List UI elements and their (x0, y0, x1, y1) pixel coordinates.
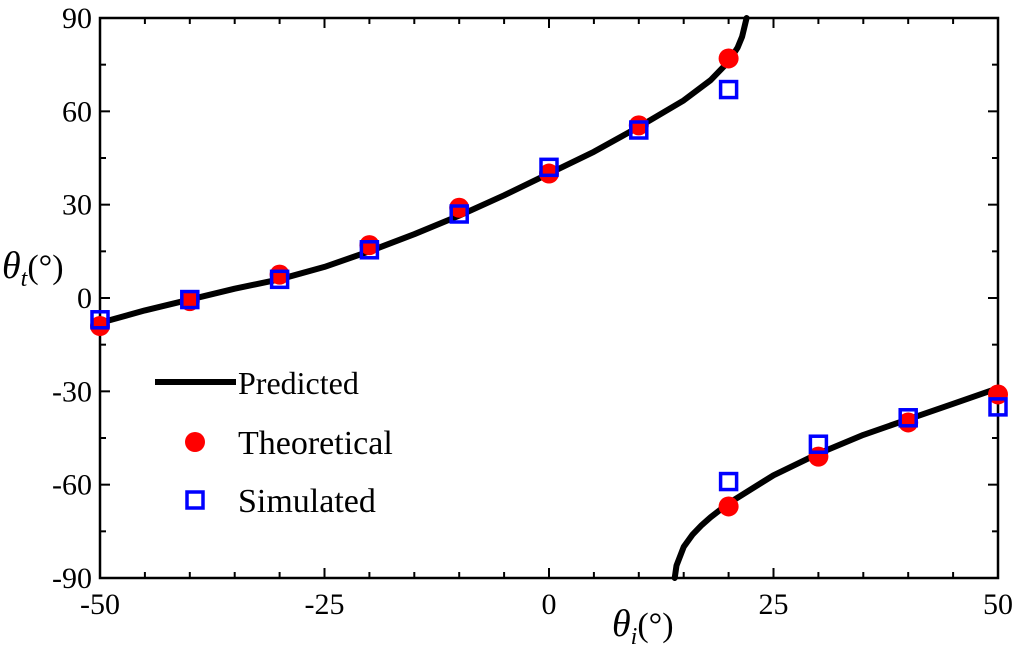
simulated-point (269, 269, 290, 290)
simulated-point (90, 310, 110, 330)
predicted-curve (671, 385, 1001, 581)
plot-frame (98, 16, 1000, 580)
simulated-point (718, 79, 739, 100)
y-axis-label: θt(°) (2, 245, 64, 292)
y-tick-label: 90 (62, 2, 92, 35)
predicted-curve (97, 15, 750, 326)
simulated-point (359, 240, 380, 260)
simulated-point (988, 397, 1008, 417)
y-axis-label-symbol: θ (2, 245, 21, 287)
legend-square-swatch (185, 490, 205, 510)
y-tick-label: 60 (62, 95, 92, 128)
y-tick-label: 0 (77, 282, 92, 315)
y-tick-label: -90 (52, 562, 92, 595)
simulated-point (539, 157, 559, 178)
legend: Predicted Theoretical Simulated (155, 365, 393, 520)
y-axis-label-subscript: t (21, 266, 29, 292)
x-tick-label: 50 (983, 588, 1013, 621)
simulated-point (718, 471, 739, 492)
y-tick-label: 30 (62, 189, 92, 222)
theoretical-point (718, 496, 739, 517)
theoretical-point (90, 316, 110, 336)
x-axis-label-unit: (°) (637, 607, 673, 644)
legend-label: Theoretical (238, 425, 393, 462)
x-tick-label: 25 (759, 588, 789, 621)
legend-label: Simulated (238, 483, 376, 520)
simulated-point (449, 204, 469, 224)
x-tick-label: -50 (80, 588, 120, 621)
legend-label: Predicted (238, 365, 359, 401)
y-axis-label-unit: (°) (27, 249, 63, 286)
y-tick-label: -60 (52, 469, 92, 502)
x-axis-label-symbol: θ (612, 603, 631, 645)
series-layer (90, 15, 1008, 581)
simulated-point (808, 434, 829, 454)
legend-circle-swatch (185, 432, 205, 452)
theoretical-point (718, 48, 739, 69)
theoretical-point (539, 163, 559, 184)
x-axis-label: θi(°) (612, 603, 674, 647)
simulated-point (898, 408, 918, 428)
x-tick-label: -25 (305, 588, 345, 621)
axes: -50 -25 0 25 50 -90 -60 -30 0 30 60 90 (52, 2, 1013, 621)
theoretical-point (449, 197, 470, 218)
y-tick-label: -30 (52, 375, 92, 408)
x-tick-label: 0 (542, 588, 557, 621)
simulated-point (180, 289, 200, 310)
x-axis-label-subscript: i (631, 624, 638, 647)
simulated-point (629, 120, 649, 140)
